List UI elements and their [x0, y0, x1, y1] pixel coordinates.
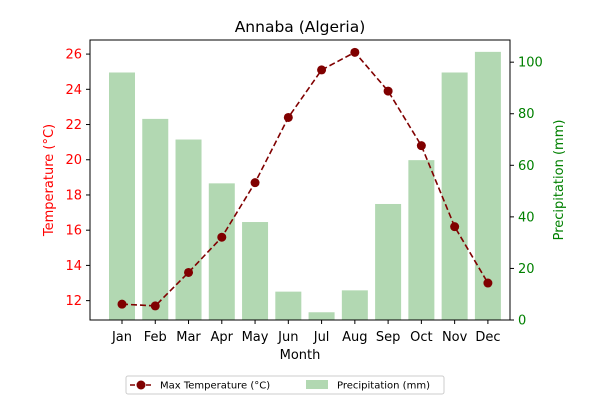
left-tick-label-14: 14 — [65, 259, 82, 274]
x-tick-label-aug: Aug — [342, 330, 367, 345]
x-axis: Jan Feb Mar Apr May Jun Jul Aug Sep Oct Nov Dec — [111, 320, 500, 345]
x-tick-label-sep: Sep — [376, 330, 401, 345]
right-tick-label-40: 40 — [518, 210, 535, 225]
left-tick-label-22: 22 — [65, 118, 82, 133]
right-tick-label-20: 20 — [518, 262, 535, 277]
right-tick-label-60: 60 — [518, 159, 535, 174]
temp-point-jan — [117, 299, 127, 309]
x-tick-label-nov: Nov — [442, 330, 468, 345]
precip-bar-feb — [142, 118, 169, 321]
precip-bar-mar — [175, 139, 202, 320]
left-axis-title: Temperature (°C) — [42, 124, 57, 237]
precip-bar-nov — [441, 72, 468, 320]
precip-bar-aug — [341, 290, 368, 320]
legend-marker-swatch — [136, 380, 146, 390]
x-tick-label-dec: Dec — [475, 330, 500, 345]
left-tick-label-18: 18 — [65, 188, 82, 203]
right-tick-label-80: 80 — [518, 107, 535, 122]
left-tick-label-20: 20 — [65, 153, 82, 168]
legend-label-temperature: Max Temperature (°C) — [160, 381, 270, 392]
left-tick-label-16: 16 — [65, 224, 82, 239]
right-axis: 0 20 40 60 80 100 — [510, 56, 543, 329]
precip-bar-oct — [408, 160, 435, 320]
temp-point-dec — [483, 278, 493, 288]
x-tick-label-jul: Jul — [313, 330, 330, 345]
x-tick-label-jun: Jun — [277, 330, 298, 345]
x-tick-label-may: May — [242, 330, 269, 345]
legend-bar-swatch — [306, 380, 328, 389]
legend-box — [125, 375, 445, 395]
precip-bar-may — [242, 222, 269, 320]
x-axis-title: Month — [280, 348, 321, 363]
temp-point-feb — [150, 301, 160, 311]
temperature-series-line — [121, 51, 489, 307]
precip-bar-jul — [308, 312, 335, 320]
temp-point-may — [250, 178, 260, 188]
right-axis-title: Precipitation (mm) — [552, 120, 567, 241]
legend: Max Temperature (°C) Precipitation (mm) — [125, 375, 445, 395]
x-tick-label-jan: Jan — [111, 330, 132, 345]
left-tick-label-24: 24 — [65, 83, 82, 98]
right-tick-label-100: 100 — [518, 56, 543, 71]
precip-bar-jan — [109, 72, 135, 320]
chart-title: Annaba (Algeria) — [235, 18, 366, 36]
right-tick-label-0: 0 — [518, 314, 526, 329]
left-axis: 12 14 16 18 20 22 24 26 — [65, 48, 90, 309]
plot-frame — [89, 39, 511, 321]
temp-point-mar — [184, 267, 194, 277]
precipitation-bars — [109, 51, 501, 321]
temp-point-nov — [450, 222, 460, 232]
left-tick-label-26: 26 — [65, 48, 82, 63]
temperature-line — [117, 47, 493, 311]
x-tick-label-feb: Feb — [144, 330, 167, 345]
temp-point-sep — [383, 86, 393, 96]
precip-bar-dec — [474, 51, 501, 320]
precip-bar-jun — [275, 291, 302, 320]
temp-point-jun — [283, 112, 293, 122]
precip-bar-sep — [375, 203, 402, 320]
x-tick-label-oct: Oct — [410, 330, 432, 345]
legend-label-precipitation: Precipitation (mm) — [337, 381, 430, 392]
precip-bar-apr — [208, 183, 235, 320]
left-tick-label-12: 12 — [65, 294, 82, 309]
temp-point-apr — [217, 232, 227, 242]
temp-point-jul — [317, 65, 327, 75]
temp-point-oct — [416, 141, 426, 151]
x-tick-label-apr: Apr — [211, 330, 234, 345]
x-tick-label-mar: Mar — [176, 330, 201, 345]
temp-point-aug — [350, 47, 360, 57]
